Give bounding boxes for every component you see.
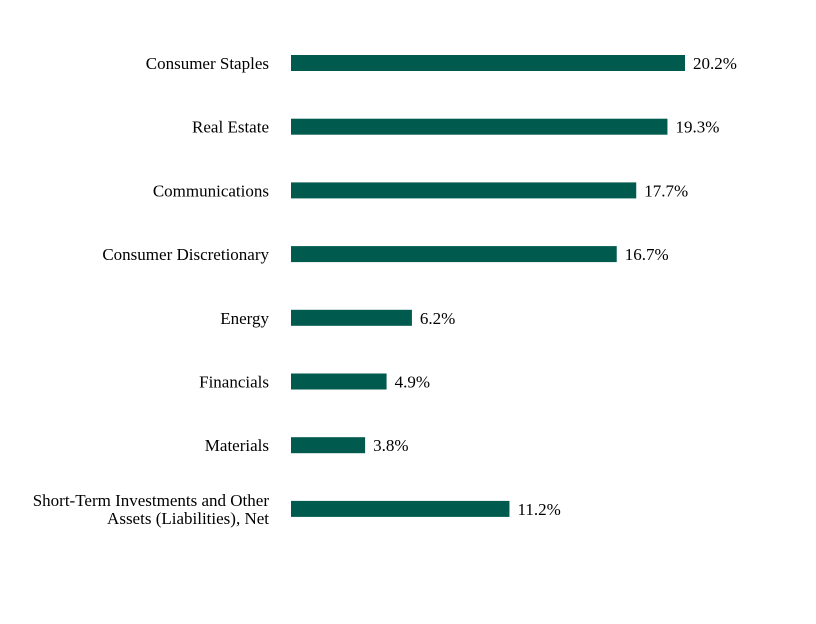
category-label-line: Consumer Staples [146,54,269,73]
category-label-line: Energy [220,309,269,328]
bar [291,373,387,390]
value-label: 4.9% [395,373,430,392]
value-label: 6.2% [420,309,455,328]
category-label-line: Materials [205,436,269,455]
category-label: Materials [205,436,269,455]
category-label-line: Real Estate [192,118,269,137]
category-label-line: Assets (Liabilities), Net [107,509,269,528]
bar [291,500,510,517]
value-label: 19.3% [675,118,719,137]
value-label: 3.8% [373,436,408,455]
value-label: 16.7% [625,245,669,264]
bar [291,55,685,71]
bar [291,182,637,199]
category-label: Consumer Staples [146,54,269,73]
category-label-line: Short-Term Investments and Other [33,491,270,510]
category-label: Consumer Discretionary [102,245,269,264]
category-label: Energy [220,309,269,328]
category-label-line: Consumer Discretionary [102,245,269,264]
value-label: 11.2% [517,500,560,519]
bar [291,437,366,454]
category-label-line: Communications [153,181,269,200]
category-label: Financials [199,373,269,392]
category-label: Short-Term Investments and Other Assets (… [33,491,270,528]
bar [291,118,668,135]
category-label: Real Estate [192,118,269,137]
category-label: Communications [153,181,269,200]
category-label-line: Financials [199,373,269,392]
bar [291,246,617,263]
value-label: 20.2% [693,54,737,73]
value-label: 17.7% [644,181,688,200]
bar [291,309,412,326]
